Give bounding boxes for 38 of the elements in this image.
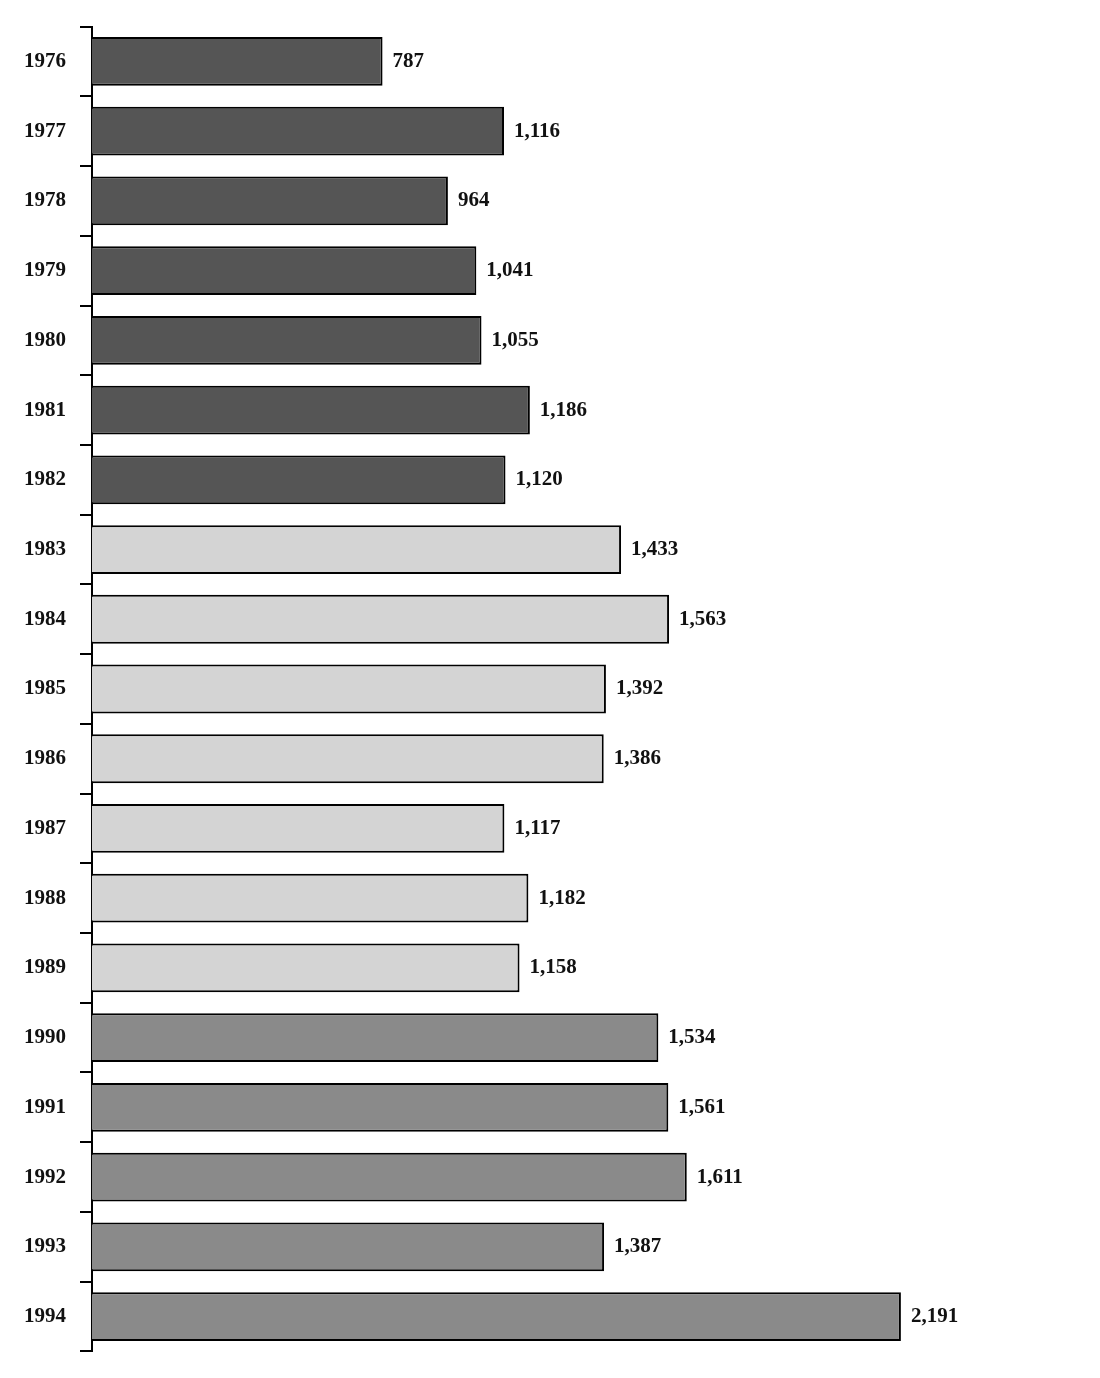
- y-tick-label: 1979: [24, 257, 66, 282]
- y-tick-label: 1976: [24, 47, 66, 72]
- y-tick-label: 1993: [24, 1233, 66, 1258]
- data-label: 1,186: [539, 396, 588, 421]
- data-label: 1,534: [668, 1024, 717, 1049]
- data-label: 1,182: [538, 884, 586, 909]
- y-tick-label: 1986: [24, 745, 66, 770]
- data-label: 2,191: [910, 1302, 959, 1327]
- data-label: 1,563: [679, 605, 727, 630]
- data-label: 1,117: [514, 814, 561, 839]
- data-label: 1,611: [696, 1163, 743, 1188]
- y-tick-label: 1994: [24, 1302, 67, 1327]
- data-label: 787: [392, 47, 425, 72]
- y-tick-label: 1985: [24, 675, 66, 700]
- y-tick-label: 1990: [24, 1024, 66, 1049]
- y-tick-label: 1991: [24, 1093, 66, 1118]
- data-label: 1,386: [613, 745, 661, 770]
- y-tick-label: 1978: [24, 187, 66, 212]
- y-tick-label: 1977: [24, 117, 66, 142]
- y-tick-label: 1984: [24, 605, 67, 630]
- y-tick-label: 1989: [24, 954, 66, 979]
- data-label: 1,158: [529, 954, 577, 979]
- y-tick-label: 1982: [24, 466, 66, 491]
- data-label: 1,116: [514, 117, 561, 142]
- data-label: 1,041: [486, 257, 534, 282]
- y-tick-label: 1992: [24, 1163, 66, 1188]
- data-label: 1,055: [491, 326, 539, 351]
- data-label: 964: [457, 187, 490, 212]
- data-label: 1,433: [631, 535, 679, 560]
- y-tick-label: 1987: [24, 814, 66, 839]
- y-tick-label: 1981: [24, 396, 66, 421]
- data-label: 1,392: [615, 675, 664, 700]
- y-tick-label: 1980: [24, 326, 66, 351]
- data-label: 1,387: [614, 1233, 662, 1258]
- data-label: 1,120: [515, 466, 563, 491]
- data-label: 1,561: [678, 1093, 726, 1118]
- y-tick-label: 1983: [24, 535, 66, 560]
- y-tick-label: 1988: [24, 884, 66, 909]
